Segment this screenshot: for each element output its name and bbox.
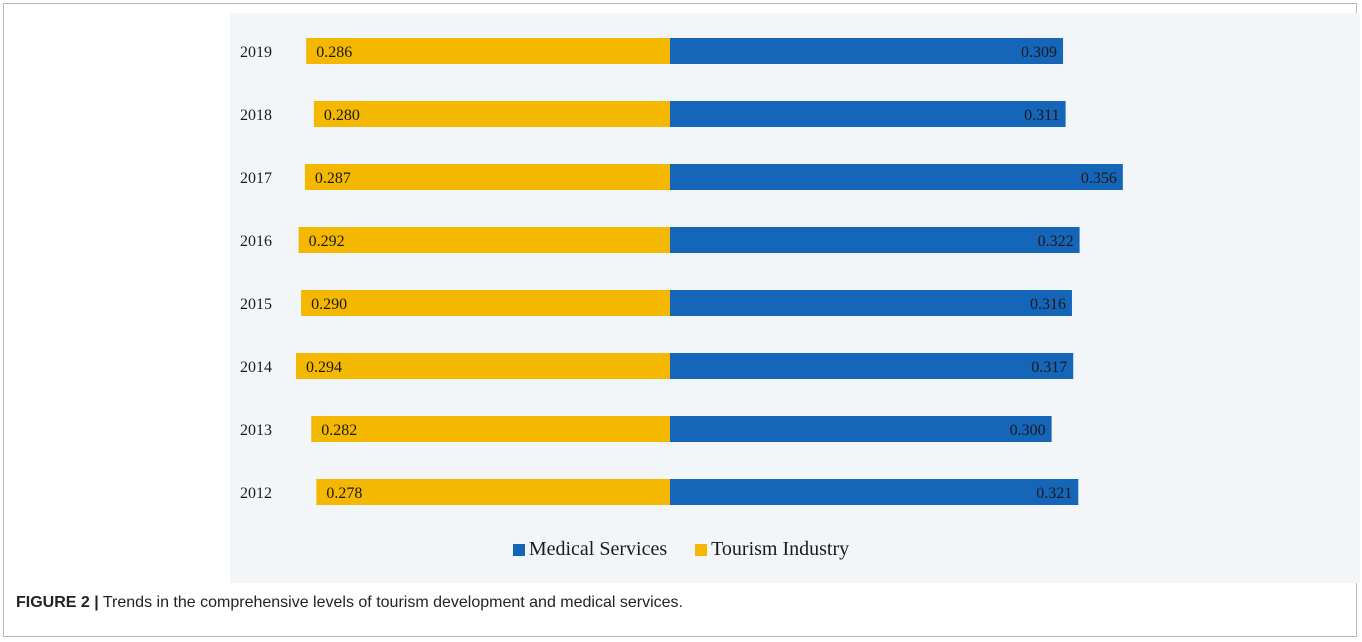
data-label-medical-2018: 0.311 (1024, 107, 1059, 124)
tick-label-2014: 2014 (240, 359, 272, 376)
data-label-tourism-2019: 0.286 (316, 44, 352, 61)
data-label-medical-2012: 0.321 (1036, 485, 1072, 502)
caption-text: Trends in the comprehensive levels of to… (98, 594, 683, 611)
data-label-medical-2017: 0.356 (1081, 170, 1117, 187)
bar-tourism-2017 (304, 164, 670, 190)
data-label-tourism-2018: 0.280 (324, 107, 360, 124)
bar-medical-2015 (670, 290, 1072, 316)
data-label-tourism-2013: 0.282 (321, 422, 357, 439)
tick-label-2018: 2018 (240, 107, 272, 124)
data-label-medical-2016: 0.322 (1038, 233, 1074, 250)
bar-tourism-2013 (311, 416, 670, 442)
bar-tourism-2015 (301, 290, 670, 316)
data-label-medical-2014: 0.317 (1031, 359, 1067, 376)
legend-swatch-tourism (695, 543, 708, 556)
tick-label-2012: 2012 (240, 485, 272, 502)
figure-caption: FIGURE 2 | Trends in the comprehensive l… (16, 594, 683, 612)
legend-label-tourism: Tourism Industry (711, 538, 850, 560)
caption-label: FIGURE 2 | (16, 594, 99, 611)
data-label-tourism-2017: 0.287 (315, 170, 351, 187)
bar-medical-2013 (670, 416, 1052, 442)
bar-tourism-2018 (313, 101, 670, 127)
bar-medical-2018 (670, 101, 1066, 127)
data-label-medical-2013: 0.300 (1010, 422, 1046, 439)
tick-label-2013: 2013 (240, 422, 272, 439)
legend: Medical Services Tourism Industry (0, 538, 1362, 561)
tick-label-2017: 2017 (240, 170, 272, 187)
bar-tourism-2012 (316, 479, 670, 505)
data-label-tourism-2015: 0.290 (311, 296, 347, 313)
tick-label-2016: 2016 (240, 233, 272, 250)
bar-medical-2017 (670, 164, 1123, 190)
bar-medical-2016 (670, 227, 1080, 253)
bar-medical-2019 (670, 38, 1064, 64)
tick-label-2019: 2019 (240, 44, 272, 61)
data-label-tourism-2012: 0.278 (326, 485, 362, 502)
data-label-medical-2019: 0.309 (1021, 44, 1057, 61)
bar-tourism-2016 (298, 227, 670, 253)
legend-item-medical: Medical Services (512, 538, 668, 561)
legend-label-medical: Medical Services (528, 538, 668, 560)
legend-swatch-medical (512, 543, 525, 556)
bar-medical-2014 (670, 353, 1074, 379)
bar-tourism-2019 (306, 38, 670, 64)
data-label-tourism-2016: 0.292 (309, 233, 345, 250)
data-label-medical-2015: 0.316 (1030, 296, 1066, 313)
legend-item-tourism: Tourism Industry (695, 538, 849, 561)
data-label-tourism-2014: 0.294 (306, 359, 342, 376)
tick-label-2015: 2015 (240, 296, 272, 313)
bar-medical-2012 (670, 479, 1079, 505)
bar-tourism-2014 (296, 353, 670, 379)
